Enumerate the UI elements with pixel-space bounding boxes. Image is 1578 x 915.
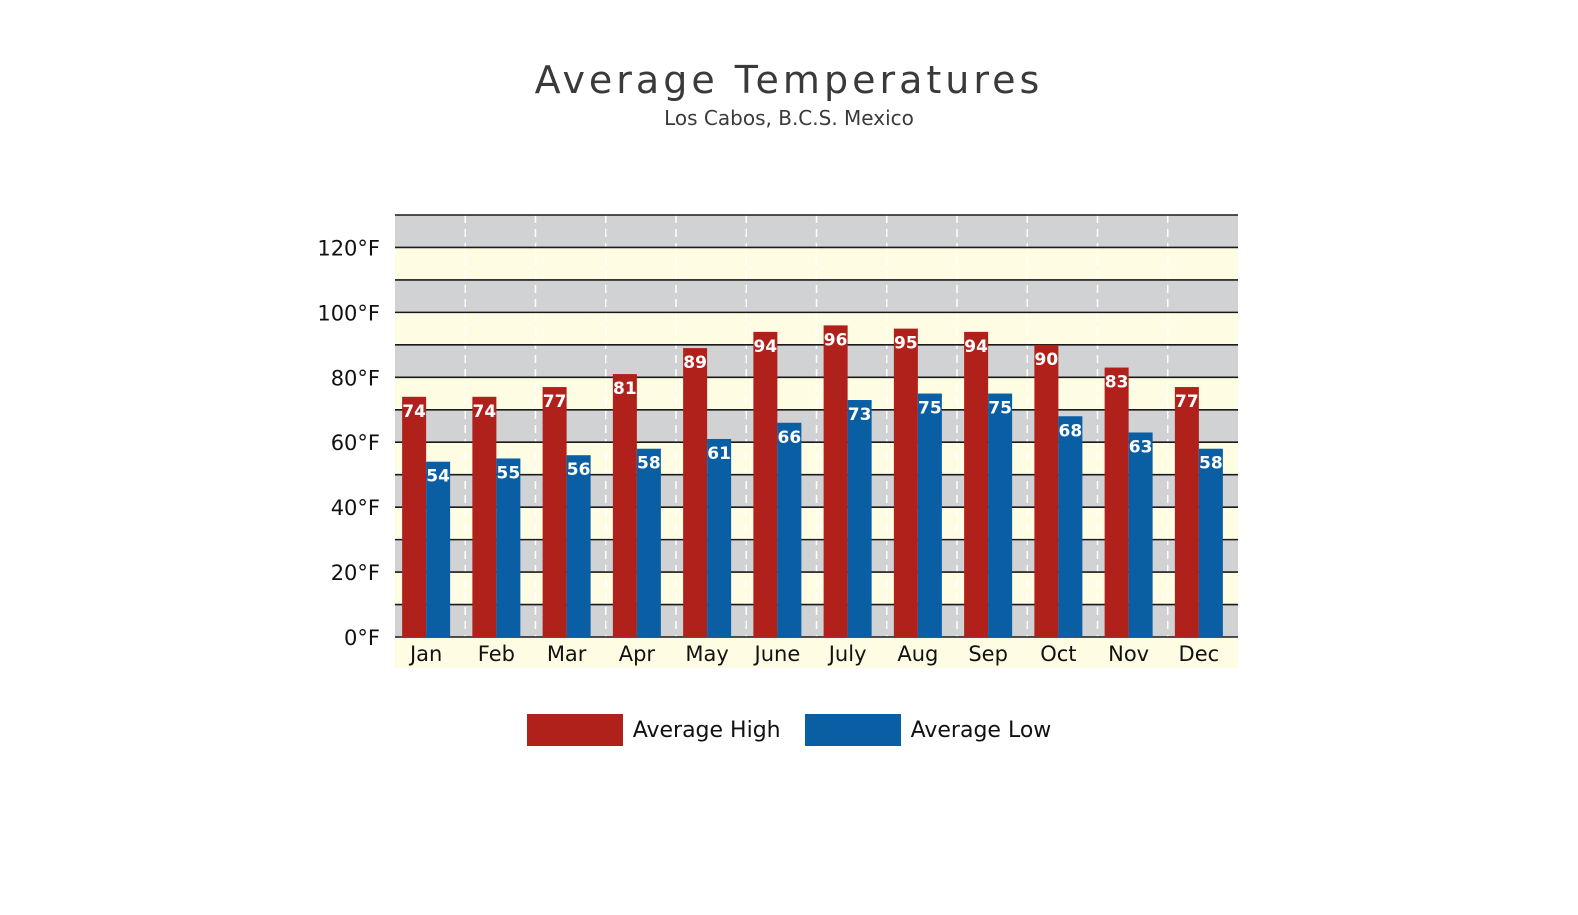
y-tick-label: 20°F (331, 561, 380, 585)
legend-label-low: Average Low (910, 717, 1052, 743)
bar-low-apr (636, 448, 661, 637)
x-tick-label: Sep (968, 642, 1008, 666)
y-tick-label: 120°F (317, 236, 380, 260)
bar-low-oct (1058, 416, 1083, 637)
bar-label-high: 81 (613, 379, 637, 399)
bar-label-low: 73 (848, 405, 872, 425)
x-tick-label: May (685, 642, 728, 666)
bar-low-feb (496, 458, 521, 637)
bar-high-oct (1034, 344, 1059, 637)
bar-low-jan (426, 461, 451, 637)
bar-label-low: 61 (707, 444, 731, 464)
bar-low-july (847, 400, 872, 637)
bar-low-mar (566, 455, 591, 637)
bar-high-dec (1174, 387, 1199, 637)
bar-low-dec (1198, 448, 1223, 637)
bar-label-high: 94 (754, 337, 778, 357)
bar-label-high: 95 (894, 334, 918, 354)
legend-item-high: Average High (526, 714, 781, 746)
bar-label-high: 77 (543, 392, 567, 412)
bar-label-high: 90 (1035, 350, 1059, 370)
bar-high-aug (893, 328, 918, 637)
bar-high-sep (964, 331, 989, 637)
bar-high-nov (1104, 367, 1129, 637)
bar-low-nov (1128, 432, 1153, 637)
x-tick-label: Jan (408, 642, 442, 666)
bar-label-high: 74 (402, 402, 426, 422)
bar-label-high: 96 (824, 330, 848, 350)
chart-subtitle: Los Cabos, B.C.S. Mexico (664, 106, 914, 130)
legend: Average High Average Low (0, 714, 1578, 746)
bar-label-high: 83 (1105, 373, 1129, 393)
bar-label-low: 54 (426, 467, 450, 487)
x-tick-label: June (753, 642, 801, 666)
bar-low-may (707, 438, 732, 637)
bar-label-high: 74 (473, 402, 497, 422)
bar-high-jan (402, 396, 427, 637)
x-tick-label: Oct (1040, 642, 1076, 666)
x-tick-label: Dec (1179, 642, 1220, 666)
y-tick-label: 80°F (331, 366, 380, 390)
bar-low-june (777, 422, 802, 637)
bar-label-low: 75 (988, 399, 1012, 419)
y-tick-label: 0°F (344, 626, 380, 650)
x-tick-label: Mar (547, 642, 587, 666)
bar-label-high: 94 (964, 337, 988, 357)
bar-low-sep (988, 393, 1013, 637)
bar-label-high: 77 (1175, 392, 1199, 412)
x-tick-label: Nov (1108, 642, 1149, 666)
bar-high-june (753, 331, 778, 637)
bar-high-apr (612, 374, 637, 637)
y-tick-label: 60°F (331, 431, 380, 455)
x-tick-label: Feb (478, 642, 515, 666)
legend-label-high: Average High (632, 717, 781, 743)
bar-label-low: 55 (497, 463, 521, 483)
bar-high-mar (542, 387, 567, 637)
bar-label-low: 63 (1129, 437, 1153, 457)
bar-label-low: 58 (637, 454, 661, 474)
bar-high-may (683, 348, 708, 637)
legend-swatch-low (804, 714, 901, 746)
chart-title: Average Temperatures (534, 58, 1044, 102)
x-tick-label: Apr (619, 642, 656, 666)
bar-label-low: 75 (918, 399, 942, 419)
legend-swatch-high (526, 714, 623, 746)
bar-low-aug (917, 393, 942, 637)
grid-band (395, 279, 1238, 313)
x-tick-label: July (827, 642, 867, 666)
bar-high-feb (472, 396, 497, 637)
bar-label-low: 58 (1199, 454, 1223, 474)
bar-high-july (823, 325, 848, 637)
legend-item-low: Average Low (804, 714, 1052, 746)
x-tick-label: Aug (897, 642, 938, 666)
y-tick-label: 100°F (317, 301, 380, 325)
bar-label-high: 89 (683, 353, 707, 373)
y-tick-label: 40°F (331, 496, 380, 520)
category-strip (395, 637, 1238, 668)
bar-label-low: 66 (778, 428, 802, 448)
bar-label-low: 68 (1059, 421, 1083, 441)
bar-label-low: 56 (567, 460, 591, 480)
